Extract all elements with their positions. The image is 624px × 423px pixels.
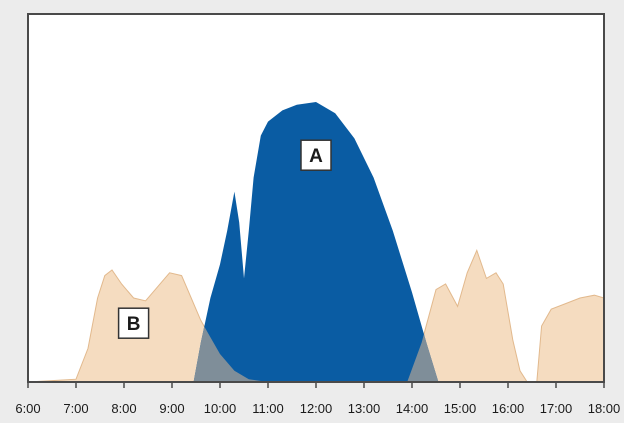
series-label-box xyxy=(300,139,332,171)
x-tick-label: 11:00 xyxy=(252,401,284,416)
x-tick-label: 8:00 xyxy=(111,401,136,416)
series-labels: AB xyxy=(117,139,332,339)
series-a-area xyxy=(193,102,439,382)
series-label-text: B xyxy=(127,314,141,335)
x-tick-label: 14:00 xyxy=(396,401,429,416)
plot-area xyxy=(28,102,604,382)
x-tick-label: 16:00 xyxy=(492,401,525,416)
x-tick-label: 17:00 xyxy=(540,401,573,416)
series-label-b: B xyxy=(117,307,150,339)
x-tick-label: 18:00 xyxy=(588,401,621,416)
x-tick-label: 13:00 xyxy=(348,401,381,416)
x-tick-label: 15:00 xyxy=(444,401,477,416)
x-tick-label: 12:00 xyxy=(300,401,333,416)
x-tick-label: 7:00 xyxy=(63,401,88,416)
series-label-text: A xyxy=(309,146,323,167)
series-label-a: A xyxy=(300,139,332,171)
x-tick-label: 10:00 xyxy=(204,401,237,416)
series-label-box xyxy=(117,307,150,339)
x-tick-label: 6:00 xyxy=(15,401,40,416)
x-axis: 6:00 7:00 8:00 9:00 10:00 11:00 12:00 13:00 14:0… xyxy=(15,382,620,416)
x-tick-label: 9:00 xyxy=(159,401,184,416)
